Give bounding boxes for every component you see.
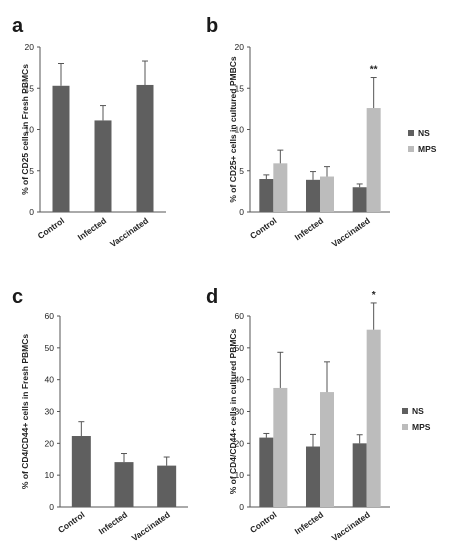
panel-letter: a bbox=[12, 15, 24, 37]
panel-letter: d bbox=[206, 286, 218, 308]
y-tick-label: 0 bbox=[49, 502, 54, 512]
bar-mps-infected bbox=[320, 176, 334, 212]
panel-letter: b bbox=[206, 15, 218, 37]
bar-value-infected bbox=[114, 462, 134, 507]
x-category-label: Infected bbox=[293, 509, 325, 536]
x-category-label: Vaccinated bbox=[330, 509, 372, 543]
x-category-label: Control bbox=[248, 509, 278, 535]
panel-letter: c bbox=[12, 286, 23, 308]
x-category-label: Vaccinated bbox=[108, 215, 150, 249]
bar-value-control bbox=[71, 436, 91, 507]
bar-mps-control bbox=[273, 163, 288, 212]
bar-ns-infected bbox=[306, 179, 320, 212]
bar-value-infected bbox=[94, 120, 112, 212]
bar-value-vaccinated bbox=[136, 84, 154, 212]
bar-ns-infected bbox=[306, 446, 320, 507]
bar-mps-vaccinated bbox=[366, 329, 381, 507]
panel-d: d 0 10 20 30 40 50 60 % of CD4/CD44+ cells in cu… bbox=[206, 286, 431, 543]
panel-b: b 0 5 10 15 20 % of CD25+ cells in cultured PM… bbox=[206, 15, 437, 249]
x-category-label: Control bbox=[248, 215, 278, 241]
bar-ns-vaccinated bbox=[352, 187, 367, 212]
bar-mps-infected bbox=[320, 392, 334, 507]
panel-c: c 0 10 20 30 40 50 60 % of CD4/CD44+ cells in Fr… bbox=[12, 286, 188, 543]
bar-value-control bbox=[52, 85, 70, 212]
y-tick-label: 5 bbox=[239, 166, 244, 176]
legend-swatch-mps bbox=[408, 146, 414, 152]
y-tick-label: 60 bbox=[235, 311, 245, 321]
legend-swatch-mps bbox=[402, 424, 408, 430]
x-category-label: Infected bbox=[293, 215, 325, 242]
x-category-label: Control bbox=[56, 509, 86, 535]
y-tick-label: 20 bbox=[235, 438, 245, 448]
bar-ns-vaccinated bbox=[352, 443, 367, 507]
legend-label-mps: MPS bbox=[418, 144, 437, 154]
y-tick-label: 40 bbox=[235, 375, 245, 385]
y-tick-label: 0 bbox=[239, 502, 244, 512]
y-tick-label: 30 bbox=[235, 407, 245, 417]
panel-a: a 0 5 10 15 20 % of CD25 cells in Fresh PBMCs C… bbox=[12, 15, 166, 249]
bar-ns-control bbox=[259, 437, 274, 507]
x-category-label: Infected bbox=[97, 509, 129, 536]
y-tick-label: 5 bbox=[29, 166, 34, 176]
bar-value-vaccinated bbox=[157, 465, 177, 507]
y-tick-label: 10 bbox=[45, 470, 55, 480]
bar-mps-control bbox=[273, 387, 288, 507]
y-tick-label: 15 bbox=[235, 83, 245, 93]
y-axis-title: % of CD4/CD44+ cells in Fresh PBMCs bbox=[20, 334, 30, 489]
legend-swatch-ns bbox=[402, 408, 408, 414]
y-axis-title: % of CD4/CD44+ cells in cultured PBMCs bbox=[228, 328, 238, 494]
legend-label-mps: MPS bbox=[412, 422, 431, 432]
y-tick-label: 15 bbox=[25, 83, 35, 93]
y-tick-label: 50 bbox=[45, 343, 55, 353]
y-tick-label: 10 bbox=[235, 125, 245, 135]
significance-marker: * bbox=[372, 290, 376, 301]
y-tick-label: 40 bbox=[45, 375, 55, 385]
y-tick-label: 30 bbox=[45, 407, 55, 417]
y-tick-label: 10 bbox=[25, 125, 35, 135]
y-tick-label: 20 bbox=[235, 42, 245, 52]
y-axis-title: % of CD25 cells in Fresh PBMCs bbox=[20, 64, 30, 195]
x-category-label: Vaccinated bbox=[130, 509, 172, 543]
y-axis-title: % of CD25+ cells in cultured PMBCs bbox=[228, 56, 238, 202]
y-tick-label: 50 bbox=[235, 343, 245, 353]
y-tick-label: 20 bbox=[25, 42, 35, 52]
x-category-label: Infected bbox=[76, 215, 108, 242]
y-tick-label: 10 bbox=[235, 470, 245, 480]
x-category-label: Control bbox=[36, 215, 66, 241]
legend-swatch-ns bbox=[408, 130, 414, 136]
y-tick-label: 20 bbox=[45, 438, 55, 448]
y-tick-label: 0 bbox=[29, 207, 34, 217]
significance-marker: ** bbox=[370, 65, 378, 76]
legend-label-ns: NS bbox=[418, 128, 430, 138]
bar-ns-control bbox=[259, 179, 274, 212]
y-tick-label: 0 bbox=[239, 207, 244, 217]
bar-mps-vaccinated bbox=[366, 108, 381, 212]
legend-label-ns: NS bbox=[412, 406, 424, 416]
y-tick-label: 60 bbox=[45, 311, 55, 321]
x-category-label: Vaccinated bbox=[330, 215, 372, 249]
